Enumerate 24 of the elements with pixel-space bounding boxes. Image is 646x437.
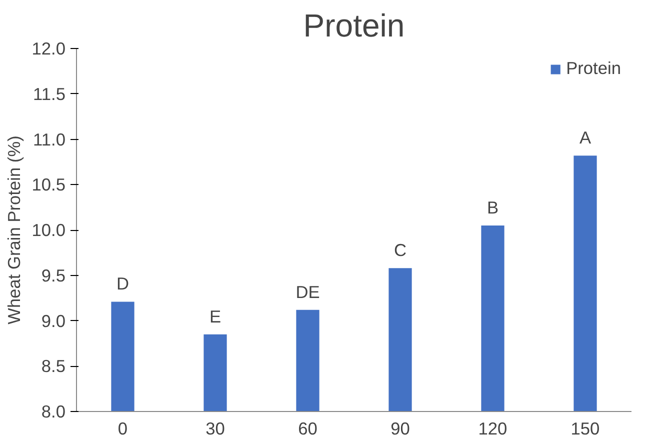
x-tick-label: 0: [118, 418, 128, 437]
y-tick-label: 11.0: [33, 129, 66, 150]
y-tick-label: 9.5: [41, 265, 66, 286]
annotation: DE: [296, 282, 320, 302]
y-tick-label: 12.0: [32, 38, 66, 58]
y-tick-label: 10.0: [32, 220, 66, 240]
annotation: E: [209, 306, 222, 326]
y-tick-label: 8.0: [41, 402, 66, 422]
x-tick-label: 60: [298, 418, 318, 437]
annotation: D: [116, 274, 130, 294]
x-tick-label: 150: [570, 418, 600, 437]
x-tick-label: 120: [478, 418, 508, 437]
y-tick-label: 8.5: [41, 356, 66, 376]
x-tick-label: 90: [390, 418, 410, 437]
annotation: B: [486, 197, 499, 218]
annotation: C: [394, 240, 407, 260]
y-tick-label: 10.5: [32, 174, 66, 195]
annotation: A: [579, 128, 592, 148]
chart-title: Protein: [303, 8, 405, 44]
x-tick-label: 30: [206, 418, 225, 437]
y-tick-label: 11.5: [33, 84, 66, 104]
y-tick-label: 9.0: [41, 310, 66, 331]
legend-label: Protein: [566, 58, 621, 79]
y-axis-title: Wheat Grain Protein (%): [4, 136, 24, 324]
